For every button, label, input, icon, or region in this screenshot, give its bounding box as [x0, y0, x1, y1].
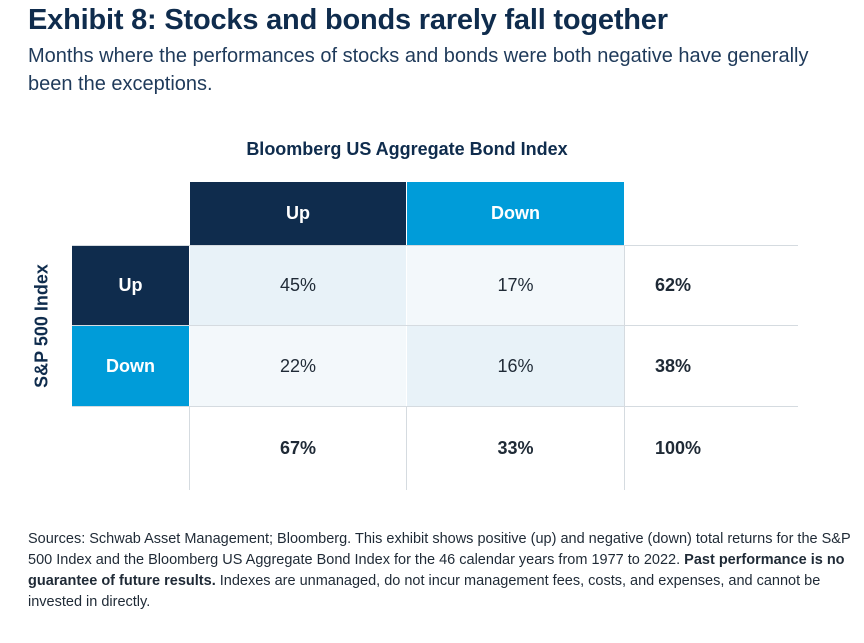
grid-line [189, 406, 190, 490]
grid-line [72, 245, 798, 246]
row-axis-label: S&P 500 Index [31, 264, 52, 388]
cell-stocks-down-bonds-down: 16% [407, 326, 624, 406]
grand-total: 100% [655, 438, 702, 458]
grid-line [72, 406, 798, 407]
sources-note: Sources: Schwab Asset Management; Bloomb… [28, 529, 858, 613]
column-axis-label: Bloomberg US Aggregate Bond Index [246, 139, 568, 159]
exhibit-title: Exhibit 8: Stocks and bonds rarely fall … [28, 4, 668, 36]
cell-stocks-down-bonds-up: 22% [190, 326, 406, 406]
column-header-up: Up [190, 182, 406, 245]
grid-line [72, 325, 798, 326]
row-total-down: 38% [655, 355, 692, 376]
grid-line [624, 246, 625, 490]
column-header-down: Down [407, 182, 624, 245]
sources-text: Sources: Schwab Asset Management; Bloomb… [28, 531, 851, 568]
row-axis-label-wrap: S&P 500 Index [22, 246, 62, 406]
grid-line [406, 406, 407, 490]
row-total-up: 62% [655, 275, 692, 295]
cell-stocks-up-bonds-down: 17% [407, 246, 624, 325]
row-header-down: Down [72, 326, 189, 406]
column-total-up: 67% [279, 438, 317, 458]
column-total-down: 33% [497, 438, 534, 458]
sources-disclaimer: Past performance is no guarantee of futu… [28, 552, 845, 589]
cell-stocks-up-bonds-up: 45% [190, 246, 406, 325]
row-header-up: Up [72, 246, 189, 325]
sources-text-after: Indexes are unmanaged, do not incur mana… [28, 573, 821, 610]
exhibit-subtitle: Months where the performances of stocks … [28, 45, 809, 95]
